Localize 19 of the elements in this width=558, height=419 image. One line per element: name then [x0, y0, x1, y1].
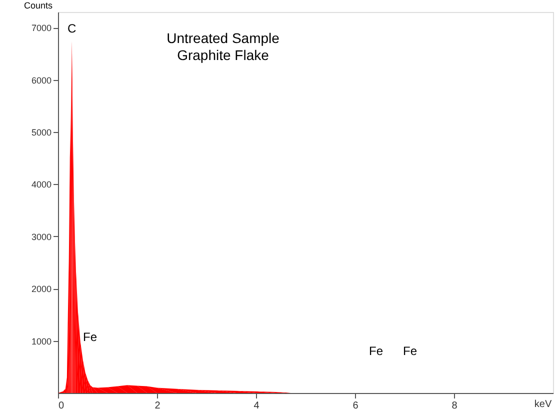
y-tick-label: 4000: [31, 180, 52, 190]
annotation: Fe: [402, 344, 418, 358]
x-axis-title: keV: [534, 399, 552, 410]
x-tick-label: 2: [154, 400, 161, 412]
annotation: Fe: [82, 330, 98, 344]
y-tick-label: 3000: [31, 232, 52, 242]
y-axis-title: Counts: [24, 0, 53, 10]
annotation: C: [68, 21, 77, 36]
y-tick-label: 5000: [31, 128, 52, 138]
x-tick-label: 0: [58, 400, 64, 412]
y-tick-label: 2000: [31, 284, 52, 294]
x-tick-label: 6: [352, 400, 359, 412]
annotation: Fe: [368, 344, 384, 358]
y-tick-label: 7000: [31, 23, 52, 34]
text: Untreated Sample Graphite Flake: [166, 30, 280, 63]
y-tick-label: 6000: [31, 75, 52, 86]
x-tick-label: 8: [452, 400, 458, 412]
x-tick-label: 4: [254, 400, 260, 412]
y-tick-label: 1000: [31, 336, 52, 346]
